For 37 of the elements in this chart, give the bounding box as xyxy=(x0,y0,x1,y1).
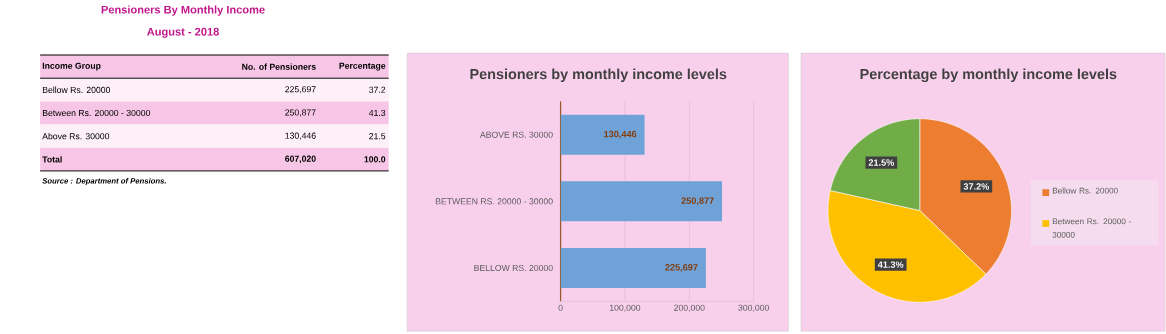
text: Above Rs. 30000 xyxy=(42,132,110,140)
data-label: 130,446 xyxy=(604,130,637,139)
data-label: 37.2% xyxy=(963,183,990,190)
y-tick-label: ABOVE RS. 30000 xyxy=(479,131,553,138)
text: Total xyxy=(42,156,62,163)
bar xyxy=(560,114,645,155)
text: Bellow Rs. 20000 xyxy=(42,86,111,93)
x-tick-label: 0 xyxy=(558,304,563,311)
text: 21.5 xyxy=(369,133,386,140)
data-label: 21.5% xyxy=(868,159,895,166)
text: 41.3 xyxy=(368,109,386,116)
legend-label: Bellow Rs. 20000 xyxy=(1052,187,1118,194)
text: 100.0 xyxy=(364,156,386,163)
x-tick-label: 100,000 xyxy=(609,304,641,312)
y-tick-label: BETWEEN RS. 20000 - 30000 xyxy=(435,198,553,205)
text: Pensioners By Monthly Income xyxy=(101,5,265,16)
chart-title: Percentage by monthly income levels xyxy=(860,68,1117,83)
chart-title: Pensioners by monthly income levels xyxy=(470,68,727,82)
data-label: 225,697 xyxy=(665,264,698,272)
x-tick-label: 200,000 xyxy=(674,304,705,312)
text: Percentage xyxy=(339,62,386,71)
text: August - 2018 xyxy=(147,27,219,38)
text: 37.2 xyxy=(369,86,386,93)
x-tick-label: 300,000 xyxy=(738,304,769,312)
bar xyxy=(560,247,706,288)
y-tick-label: BELLOW RS. 20000 xyxy=(474,264,553,271)
text: 130,446 xyxy=(285,132,316,140)
text: 225,697 xyxy=(285,86,316,94)
data-label: 250,877 xyxy=(681,197,714,206)
data-label: 41.3% xyxy=(877,261,904,268)
text: 250,877 xyxy=(285,109,316,117)
text: 607,020 xyxy=(285,155,316,163)
bar xyxy=(560,181,723,222)
legend-label: Between Rs. 20000 - 30000 xyxy=(1052,218,1131,238)
text: Income Group xyxy=(42,62,101,71)
text: Between Rs. 20000 - 30000 xyxy=(42,109,151,116)
text: No. of Pensioners xyxy=(242,63,316,70)
